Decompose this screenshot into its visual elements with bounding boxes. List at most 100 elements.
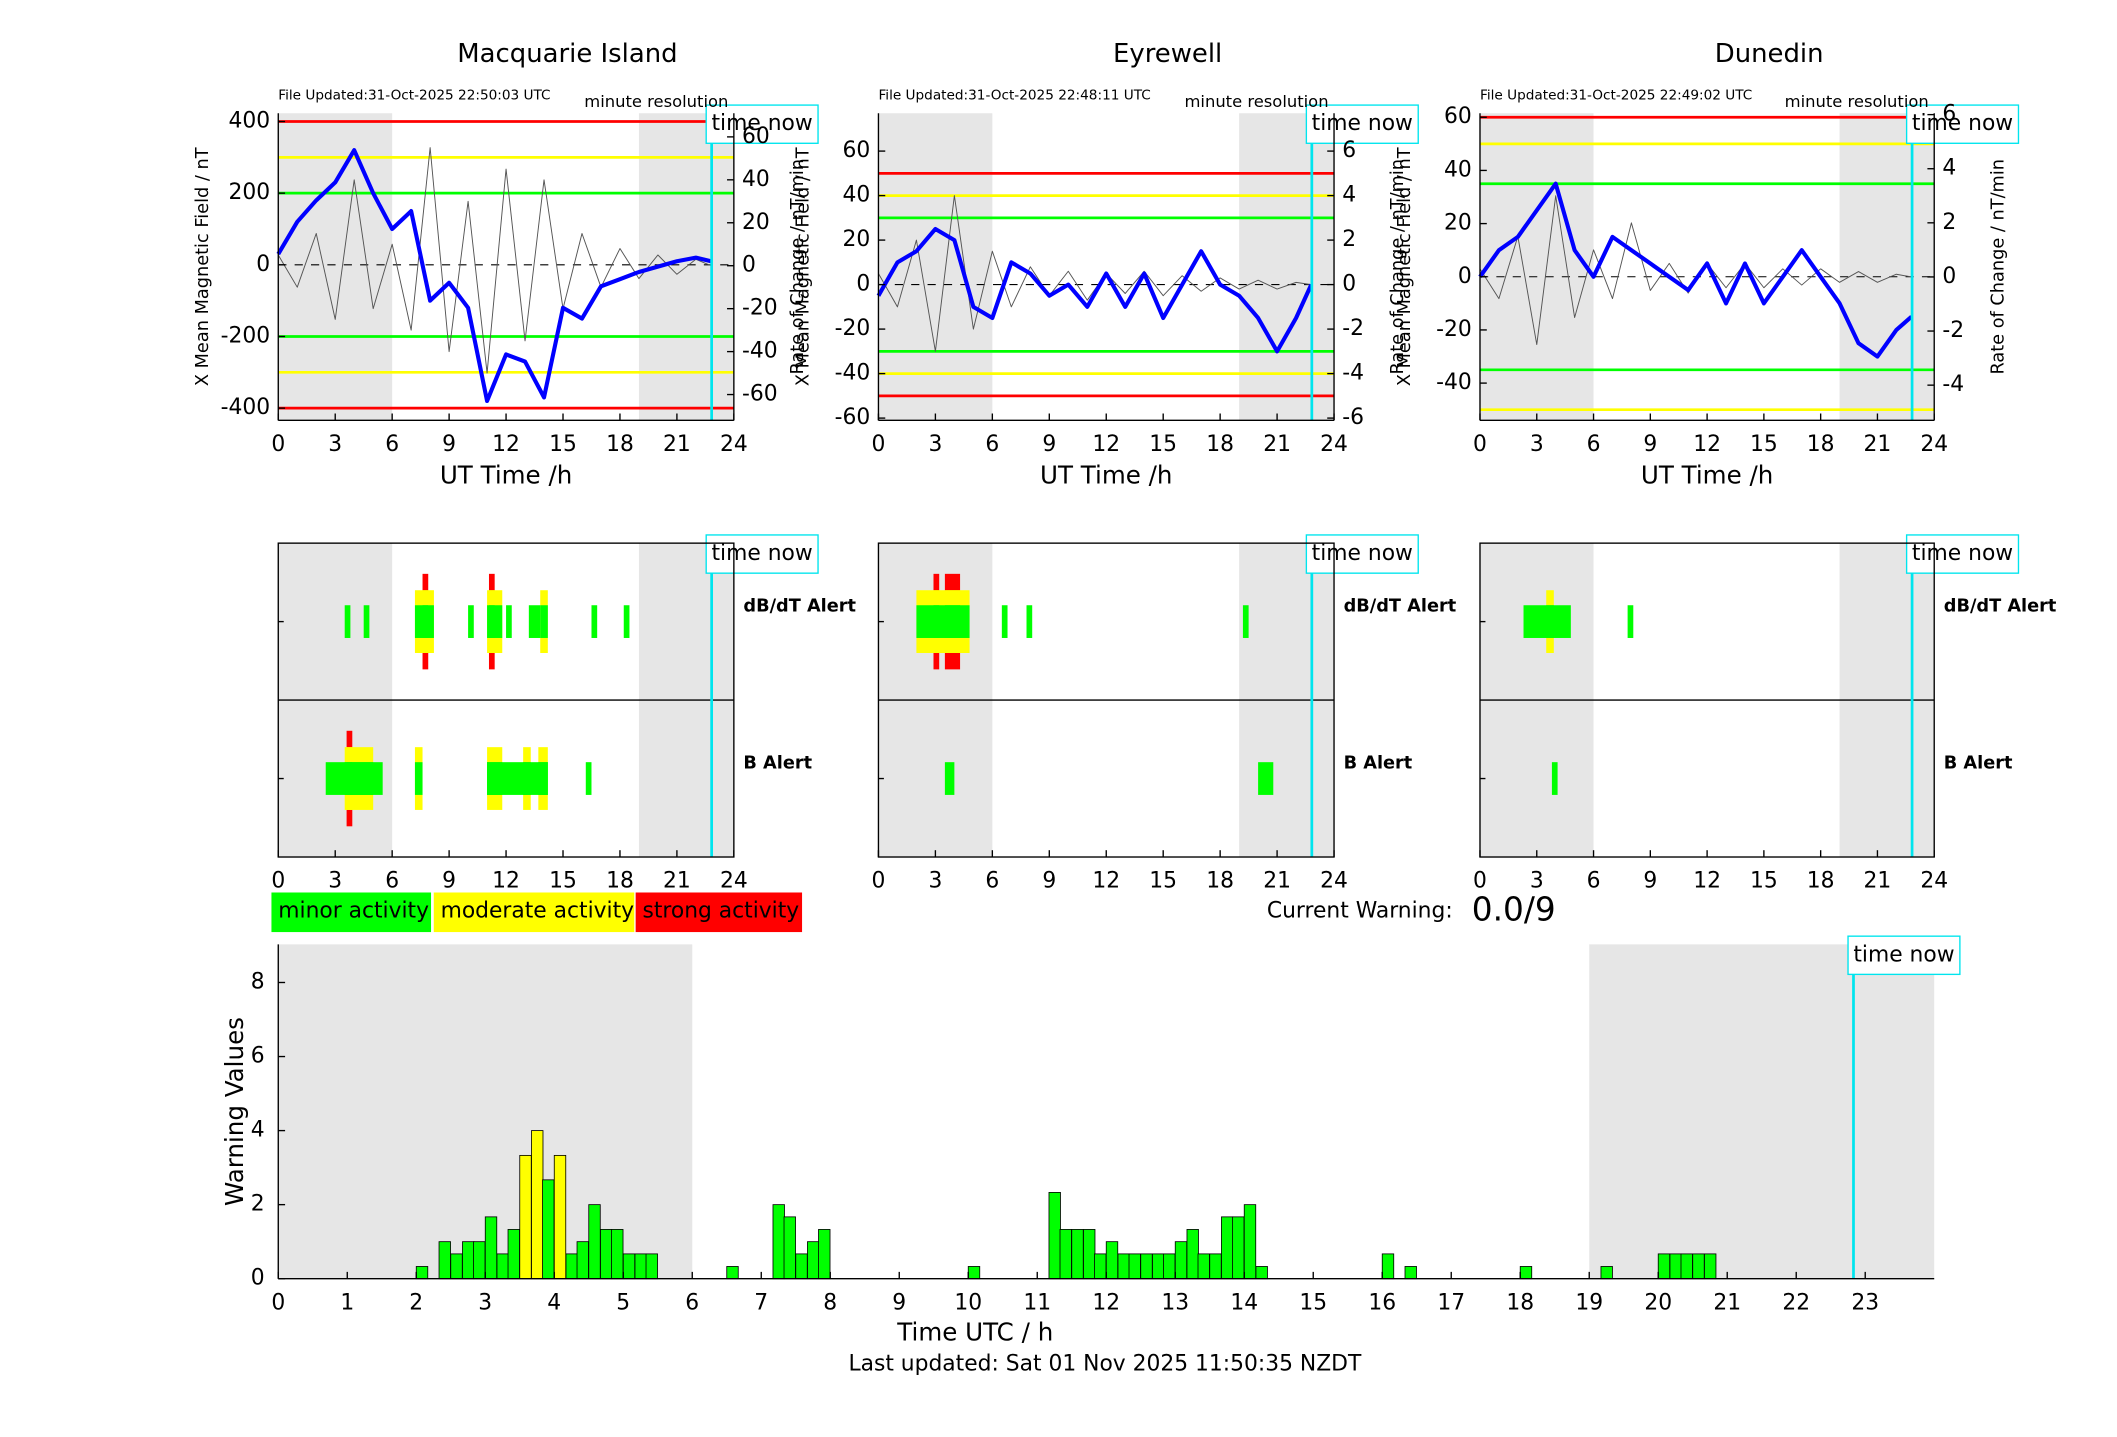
x-tick-label: 6 (685, 1290, 699, 1315)
warning-bar (1105, 1241, 1119, 1280)
x-tick-label: 3 (928, 432, 942, 457)
x-tick-label: 15 (1750, 869, 1778, 894)
y2-tick-label: -40 (742, 339, 778, 364)
y-tick-label: -40 (835, 361, 871, 386)
warning-bar (1680, 1253, 1693, 1280)
warning-bar (1083, 1229, 1096, 1280)
y2-tick-label: -2 (1342, 316, 1364, 341)
current-warning-value: 0.0/9 (1472, 891, 1556, 929)
x-tick-label: 8 (823, 1290, 837, 1315)
warning-bar (415, 1266, 429, 1280)
alert-segment (623, 605, 630, 638)
x-tick-label: 3 (478, 1290, 492, 1315)
time-now-box (1305, 534, 1419, 574)
night-shade (1589, 944, 1935, 1279)
warning-bar (1657, 1253, 1671, 1280)
x-tick-label: 12 (1092, 1290, 1120, 1315)
x-tick-label: 17 (1437, 1290, 1465, 1315)
night-shade (878, 113, 993, 421)
y2-tick-label: -2 (1942, 318, 1964, 343)
alert-segment (1001, 605, 1008, 638)
warning-bar (531, 1130, 544, 1280)
warning-bar (1232, 1216, 1245, 1280)
warning-bar (1381, 1253, 1395, 1280)
warning-bar (1163, 1253, 1176, 1280)
row-label: B Alert (1344, 754, 1413, 774)
warning-bar (1152, 1253, 1165, 1280)
row-label: dB/dT Alert (1944, 597, 2057, 617)
x-tick-label: 9 (1643, 432, 1657, 457)
y2-tick-label: -4 (1942, 372, 1964, 397)
night-shade (1239, 113, 1335, 421)
warning-bar (611, 1229, 624, 1280)
y2-tick-label: -20 (742, 296, 778, 321)
alert-segment (933, 605, 940, 638)
x-tick-label: 24 (720, 432, 748, 457)
y2-tick-label: 2 (1942, 210, 1956, 235)
y-tick-label: -40 (1436, 370, 1472, 395)
warning-bar (588, 1204, 601, 1280)
row-label: B Alert (1944, 754, 2013, 774)
warning-bar (1692, 1253, 1705, 1280)
x-tick-label: 3 (328, 869, 342, 894)
alert-segment (944, 605, 961, 638)
warning-bar (1048, 1192, 1061, 1280)
warning-bar (726, 1266, 739, 1280)
y2-tick-label: 0 (1342, 272, 1356, 297)
night-shade (1479, 113, 1594, 421)
night-shade (1839, 113, 1935, 421)
warning-bar (519, 1154, 532, 1280)
field-line (1478, 181, 1913, 359)
x-tick-label: 19 (1575, 1290, 1603, 1315)
y-tick-label: 0 (256, 252, 270, 277)
x-tick-label: 7 (754, 1290, 768, 1315)
x-axis-label: Time UTC / h (896, 1317, 1053, 1346)
warning-bar (772, 1204, 785, 1280)
field-line (876, 226, 1314, 354)
alert-segment (487, 762, 503, 795)
x-tick-label: 15 (549, 869, 577, 894)
alert-segment (591, 605, 598, 638)
legend-label: strong activity (642, 899, 799, 924)
x-tick-label: 6 (385, 869, 399, 894)
x-tick-label: 6 (985, 432, 999, 457)
warning-bar (1209, 1253, 1222, 1280)
x-tick-label: 21 (1864, 432, 1892, 457)
x-tick-label: 3 (1530, 869, 1544, 894)
current-warning-label: Current Warning: (1267, 899, 1453, 924)
y-tick-label: 0 (1458, 264, 1472, 289)
y-tick-label: 0 (856, 272, 870, 297)
x-tick-label: 9 (1042, 432, 1056, 457)
warning-bar (1071, 1229, 1084, 1280)
warning-bar (553, 1154, 567, 1280)
x-tick-label: 0 (1473, 869, 1487, 894)
y2-tick-label: 40 (742, 167, 770, 192)
warning-bar (450, 1253, 463, 1280)
warning-bar (1094, 1253, 1107, 1280)
y-tick-label: 8 (251, 969, 265, 994)
x-tick-label: 18 (1206, 869, 1234, 894)
y2-tick-label: -6 (1342, 405, 1364, 430)
x-tick-label: 23 (1851, 1290, 1879, 1315)
time-now-label: time now (712, 111, 813, 136)
x-tick-label: 21 (1713, 1290, 1741, 1315)
x-tick-label: 18 (1807, 869, 1835, 894)
time-now-box (1905, 104, 2020, 144)
resolution-label: minute resolution (584, 92, 728, 111)
y-tick-label: 20 (843, 227, 871, 252)
y-tick-label: 40 (843, 183, 871, 208)
alert-segment (488, 605, 495, 638)
alert-segment (344, 605, 351, 638)
warning-bar (507, 1229, 520, 1280)
warning-bar (473, 1241, 486, 1280)
x-tick-label: 18 (606, 432, 634, 457)
alert-segment (363, 605, 370, 638)
legend-label: minor activity (278, 899, 429, 924)
row-label: B Alert (743, 754, 812, 774)
warning-bar (1600, 1266, 1613, 1280)
x-tick-label: 0 (872, 432, 886, 457)
warning-bar (1704, 1253, 1717, 1280)
warning-bar (818, 1229, 831, 1280)
warning-bar (622, 1253, 636, 1280)
warning-bar (1059, 1229, 1072, 1280)
